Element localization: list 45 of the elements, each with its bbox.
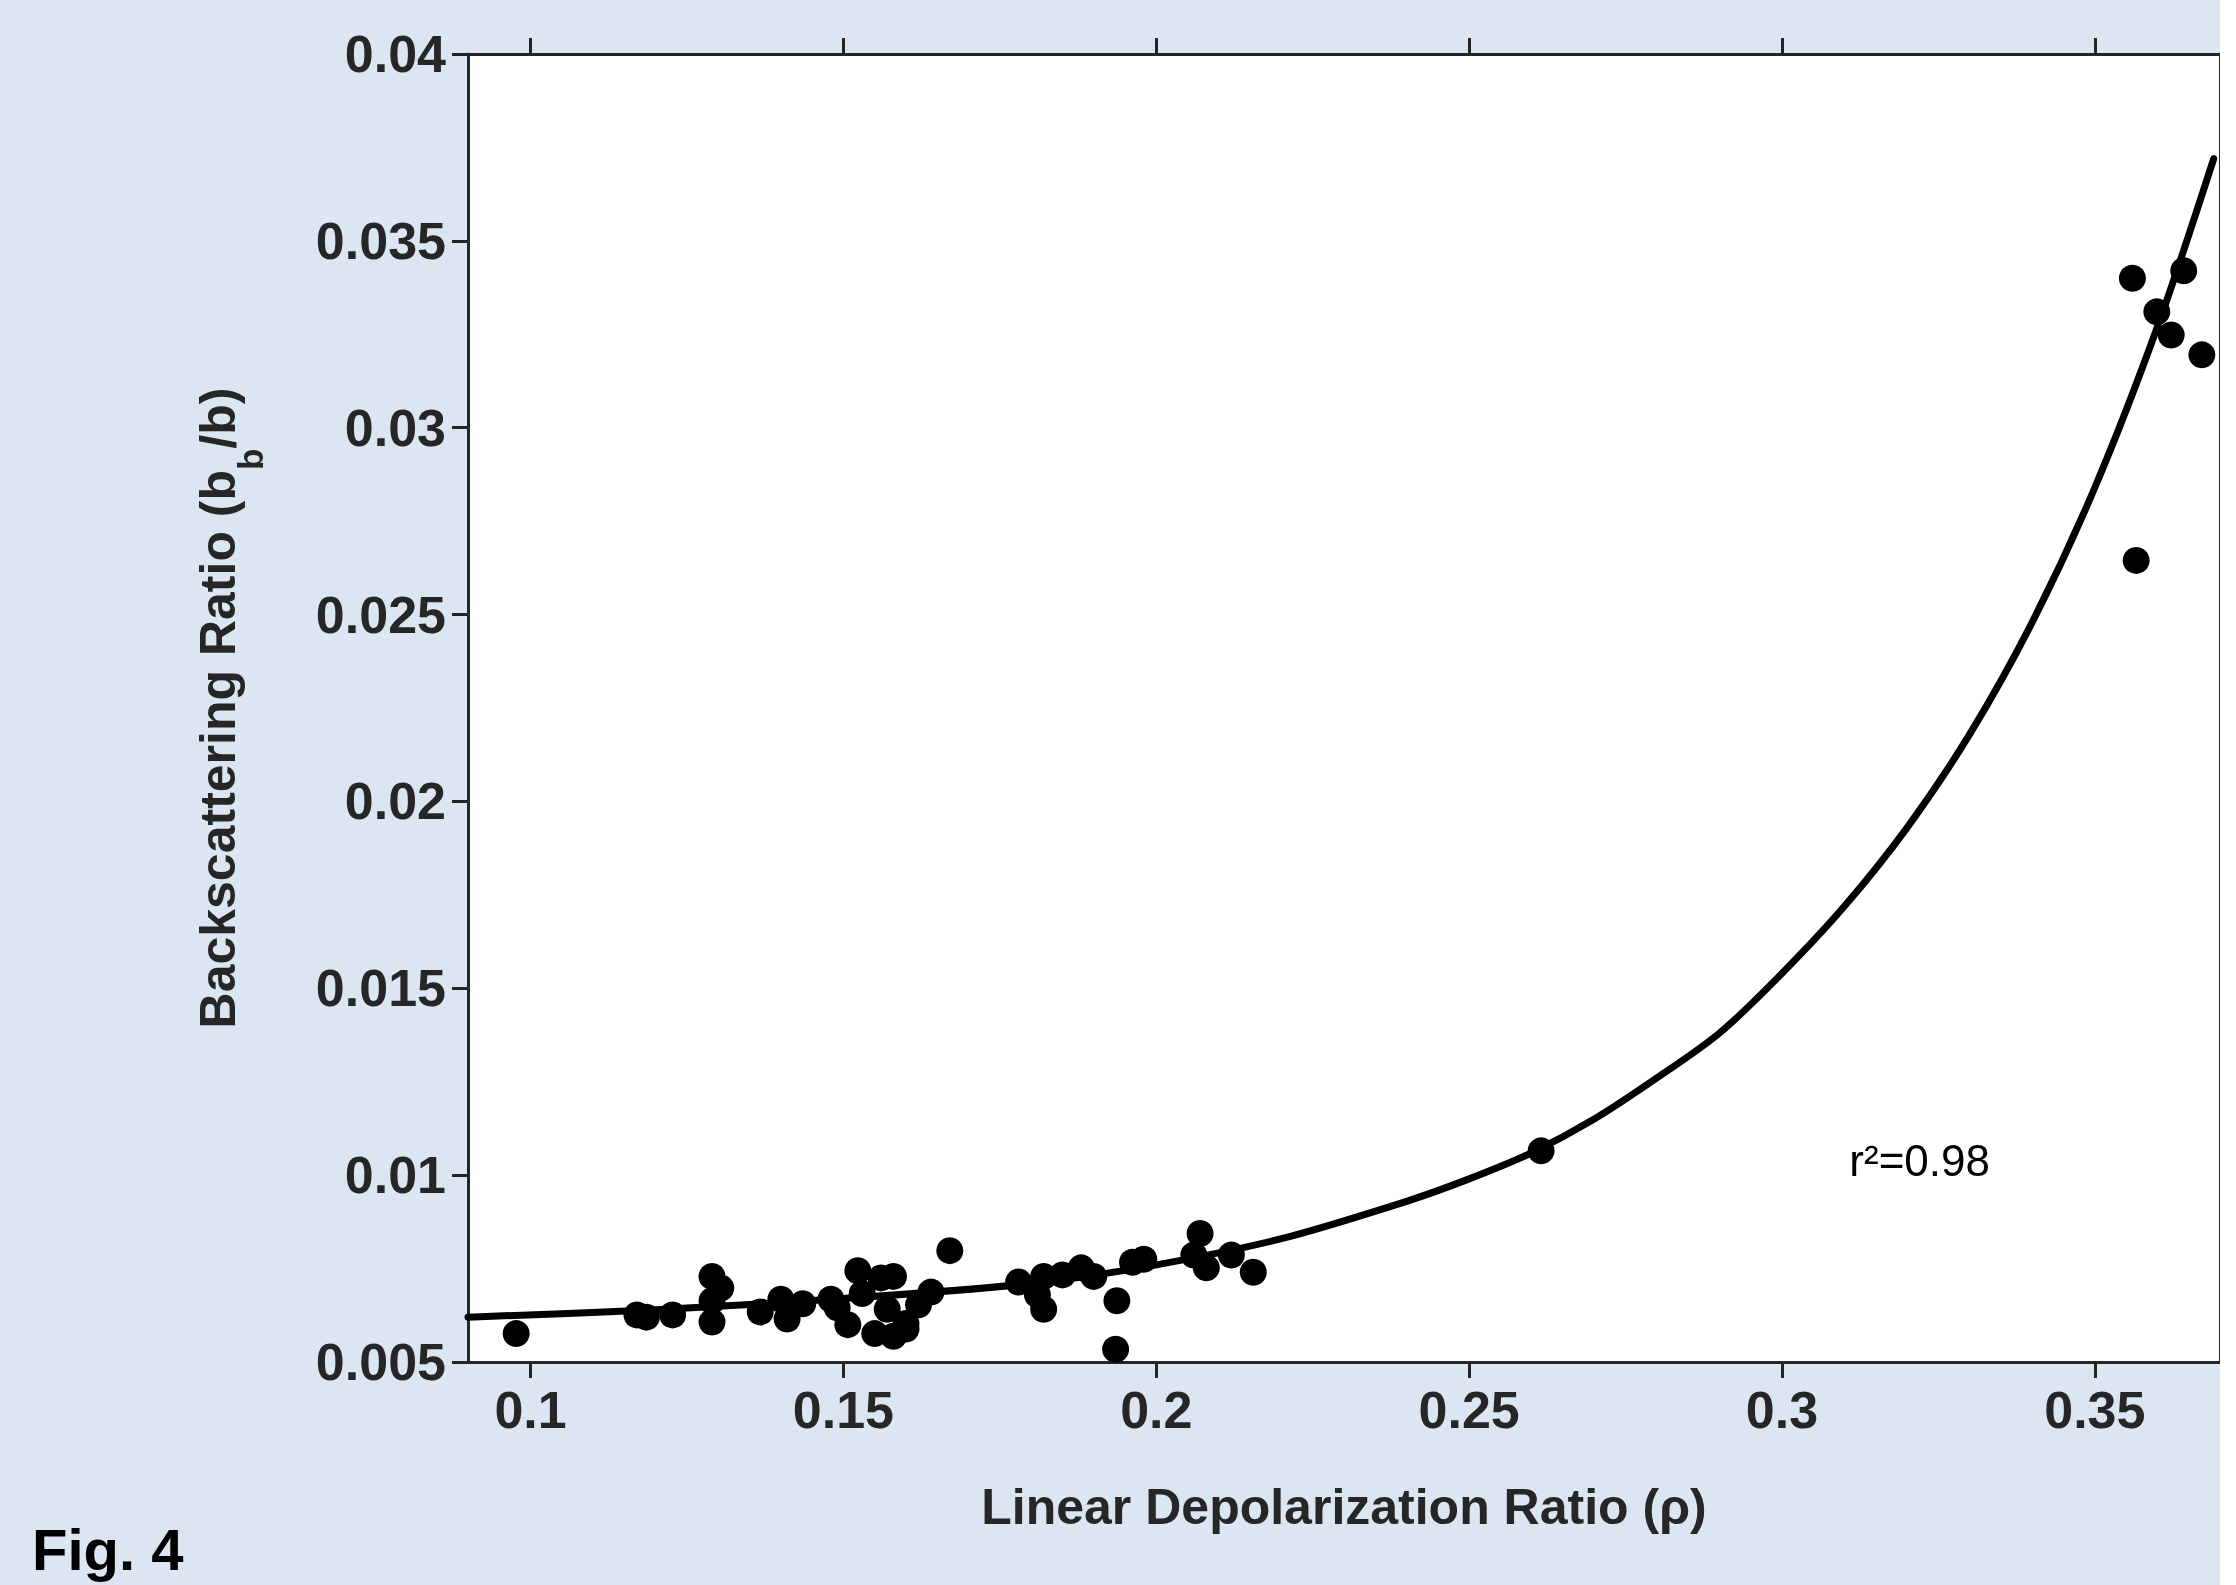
x-tick-label: 0.15 bbox=[792, 1381, 895, 1439]
point bbox=[698, 1308, 726, 1336]
point bbox=[789, 1290, 817, 1318]
point bbox=[936, 1237, 964, 1265]
point bbox=[1186, 1219, 1214, 1247]
point bbox=[1217, 1241, 1245, 1269]
point bbox=[1080, 1262, 1108, 1290]
point bbox=[848, 1280, 876, 1308]
point bbox=[2122, 546, 2150, 574]
y-tick-label: 0.025 bbox=[315, 585, 446, 644]
y-tick-label: 0.005 bbox=[315, 1333, 446, 1391]
point bbox=[844, 1257, 872, 1285]
y-tick-label: 0.04 bbox=[344, 25, 447, 83]
y-tick-label: 0.03 bbox=[344, 398, 446, 457]
x-tick-label: 0.2 bbox=[1120, 1381, 1193, 1439]
point bbox=[746, 1298, 774, 1326]
x-tick-label: 0.35 bbox=[2044, 1381, 2146, 1439]
point bbox=[2157, 321, 2185, 349]
point bbox=[1005, 1268, 1033, 1296]
y-tick-label: 0.02 bbox=[344, 772, 446, 831]
point bbox=[873, 1295, 901, 1323]
point bbox=[1527, 1137, 1555, 1165]
point bbox=[1030, 1295, 1058, 1323]
point bbox=[1102, 1335, 1130, 1363]
caption: Fig. 4 bbox=[32, 1516, 184, 1582]
point bbox=[1192, 1254, 1220, 1282]
point bbox=[2143, 298, 2171, 326]
x-axis-title: Linear Depolarization Ratio (ρ) bbox=[981, 1479, 1707, 1535]
point bbox=[917, 1278, 945, 1306]
x-tick-label: 0.1 bbox=[494, 1381, 567, 1439]
point bbox=[502, 1320, 530, 1348]
point bbox=[659, 1301, 687, 1329]
y-tick-label: 0.01 bbox=[344, 1146, 446, 1205]
y-tick-label: 0.015 bbox=[315, 959, 446, 1018]
point bbox=[2118, 264, 2146, 292]
y-axis-title: Backscattering Ratio (bb/b) bbox=[190, 387, 270, 1029]
point bbox=[1239, 1258, 1267, 1286]
point bbox=[834, 1311, 862, 1339]
point bbox=[2188, 341, 2216, 369]
point bbox=[1103, 1287, 1131, 1315]
x-tick-label: 0.25 bbox=[1418, 1381, 1520, 1439]
point bbox=[2170, 257, 2198, 285]
annotation: r²=0.98 bbox=[1849, 1135, 1990, 1185]
x-tick-label: 0.3 bbox=[1745, 1381, 1819, 1439]
y-tick-label: 0.035 bbox=[315, 211, 446, 270]
